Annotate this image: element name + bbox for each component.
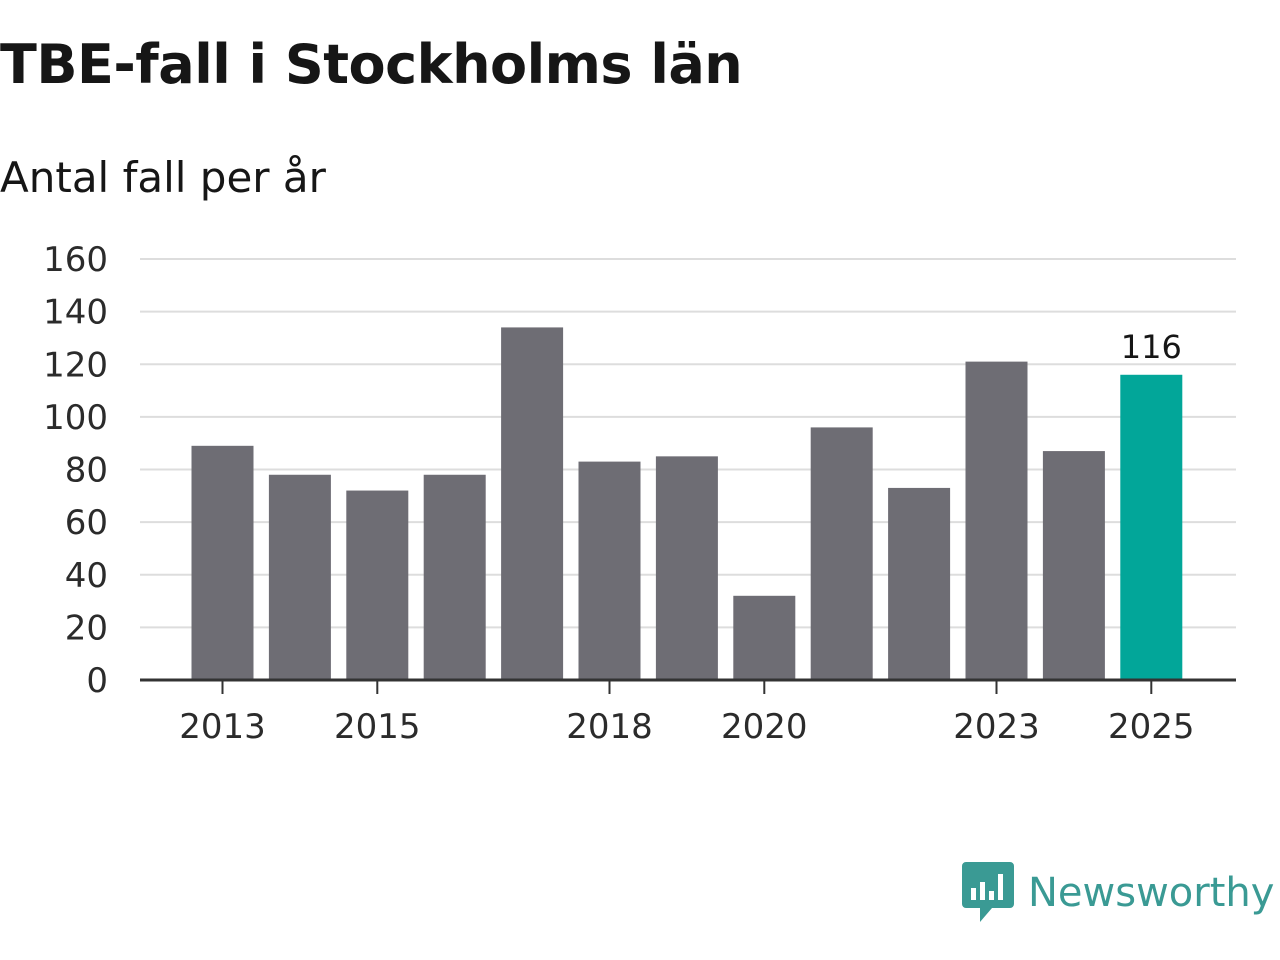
bar [578,461,641,680]
bar [268,474,331,680]
bar-highlight [1120,374,1183,680]
y-tick-label: 0 [86,661,108,701]
y-tick-label: 160 [43,240,108,280]
bar [888,487,951,680]
bar [965,361,1028,680]
y-tick-label: 80 [65,451,108,491]
newsworthy-logo: Newsworthy [962,862,1274,924]
y-tick-label: 60 [65,503,108,543]
x-tick-label: 2018 [566,707,653,747]
bar [346,490,409,680]
y-tick-label: 40 [65,556,108,596]
bar [655,456,718,680]
y-tick-label: 120 [43,345,108,385]
x-tick-label: 2023 [953,707,1040,747]
x-tick-label: 2013 [179,707,266,747]
bar-chart-speech-bubble-icon [962,862,1014,922]
data-label: 116 [1121,328,1182,366]
logo-text: Newsworthy [1028,870,1275,916]
bar [810,427,873,680]
chart-title: TBE-fall i Stockholms län [0,33,743,96]
bar-chart: 0 20 40 60 80 100 120 140 160 116 2013 2015 2018 2020… [43,240,1236,747]
bar [501,327,564,680]
chart-subtitle: Antal fall per år [0,153,326,202]
y-tick-label: 20 [65,608,108,648]
y-tick-label: 100 [43,398,108,438]
bar [733,595,796,680]
bar [423,474,486,680]
x-tick-label: 2015 [334,707,421,747]
x-tick-label: 2025 [1108,707,1195,747]
y-tick-label: 140 [43,293,108,333]
bar [1042,451,1105,680]
bar [191,445,254,680]
x-tick-label: 2020 [721,707,808,747]
